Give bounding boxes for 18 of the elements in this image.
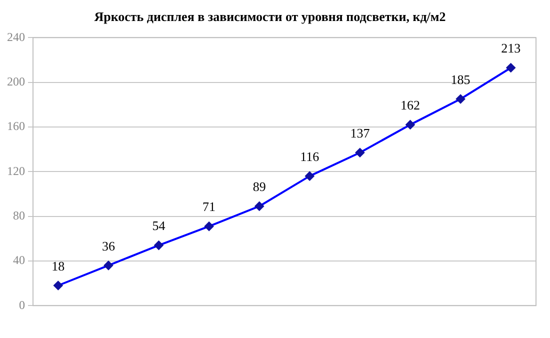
y-tick-label: 80 bbox=[13, 208, 25, 222]
data-label: 185 bbox=[450, 72, 470, 87]
chart-title: Яркость дисплея в зависимости от уровня подсветки, кд/м2 bbox=[94, 9, 446, 24]
data-label: 54 bbox=[152, 218, 166, 234]
data-label: 89 bbox=[252, 179, 266, 194]
y-tick-label: 0 bbox=[19, 298, 25, 312]
y-tick-label: 200 bbox=[7, 74, 25, 88]
y-tick-label: 120 bbox=[7, 164, 25, 178]
data-label: 162 bbox=[400, 98, 420, 113]
data-label: 137 bbox=[350, 126, 370, 141]
y-tick-label: 40 bbox=[13, 253, 25, 268]
data-label: 36 bbox=[102, 238, 116, 254]
y-tick-label: 160 bbox=[7, 119, 25, 134]
y-tick-label: 240 bbox=[7, 30, 25, 44]
data-label: 18 bbox=[52, 258, 65, 274]
data-label: 213 bbox=[501, 40, 521, 56]
data-label: 71 bbox=[202, 199, 216, 214]
data-label: 116 bbox=[300, 148, 320, 164]
